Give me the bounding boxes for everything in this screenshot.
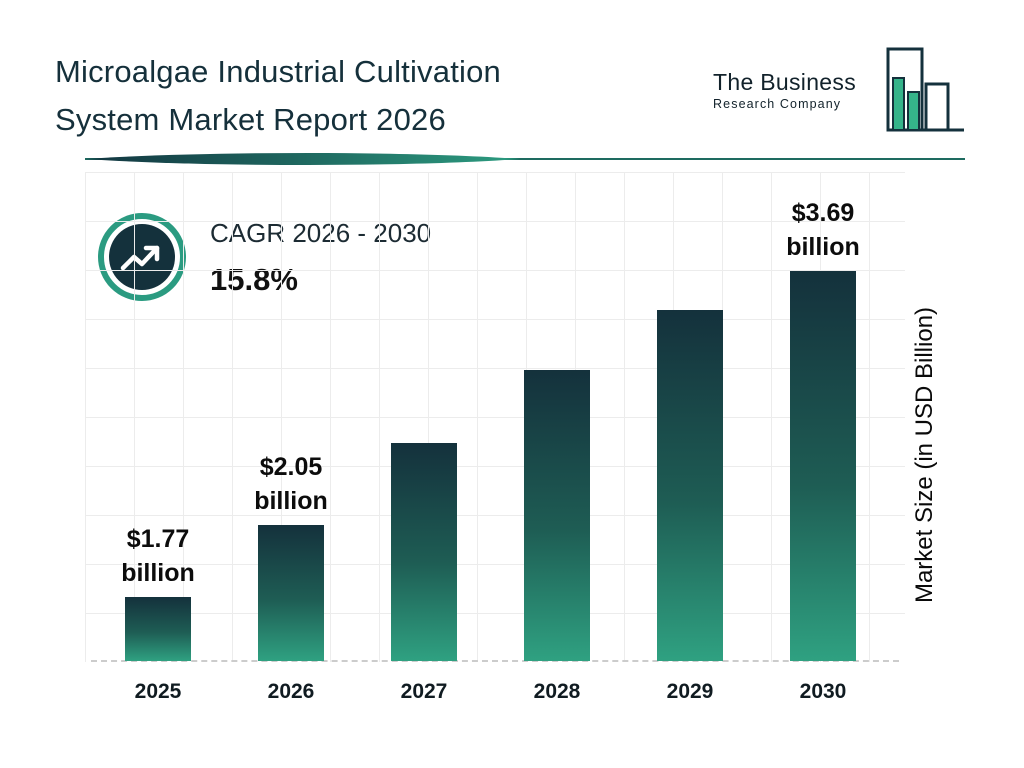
page-title-line1: Microalgae Industrial Cultivation (55, 54, 501, 89)
logo: The Business Research Company (713, 44, 966, 136)
bar-2028 (524, 370, 590, 661)
x-axis-label-2026: 2026 (267, 680, 315, 703)
x-axis-line (91, 660, 899, 662)
x-axis: 2025 2026 2027 2028 2029 2030 (85, 680, 905, 710)
value-label-2026: $2.05 billion (206, 450, 376, 518)
value-label-2030: $3.69 billion (738, 196, 908, 264)
divider (85, 153, 965, 165)
page-title-line2: System Market Report 2026 (55, 102, 446, 137)
bar-2026 (258, 525, 324, 661)
x-axis-label-2027: 2027 (400, 680, 448, 703)
y-axis-title: Market Size (in USD Billion) (911, 306, 938, 604)
value-amount: $2.05 (259, 453, 323, 481)
x-axis-label-2030: 2030 (799, 680, 847, 703)
logo-text-secondary: Research Company (713, 97, 842, 111)
value-label-2025: $1.77 billion (73, 522, 243, 590)
logo-text: The Business Research Company (713, 69, 856, 111)
bar-2030 (790, 271, 856, 661)
value-amount: $3.69 (791, 199, 855, 227)
chart-grid (85, 172, 905, 662)
bar-2027 (391, 443, 457, 661)
bar-2025 (125, 597, 191, 661)
page-title: Microalgae Industrial Cultivation System… (55, 48, 501, 144)
value-amount: $1.77 (126, 525, 190, 553)
logo-bar-chart-icon (886, 47, 964, 132)
x-axis-label-2029: 2029 (666, 680, 714, 703)
x-axis-label-2025: 2025 (134, 680, 182, 703)
value-unit: billion (121, 559, 195, 587)
value-unit: billion (254, 487, 328, 515)
value-unit: billion (786, 233, 860, 261)
bar-chart: $1.77 billion $2.05 billion $3.69 billion (85, 172, 905, 662)
x-axis-label-2028: 2028 (533, 680, 581, 703)
logo-text-primary: The Business (713, 69, 856, 95)
bar-2029 (657, 310, 723, 661)
